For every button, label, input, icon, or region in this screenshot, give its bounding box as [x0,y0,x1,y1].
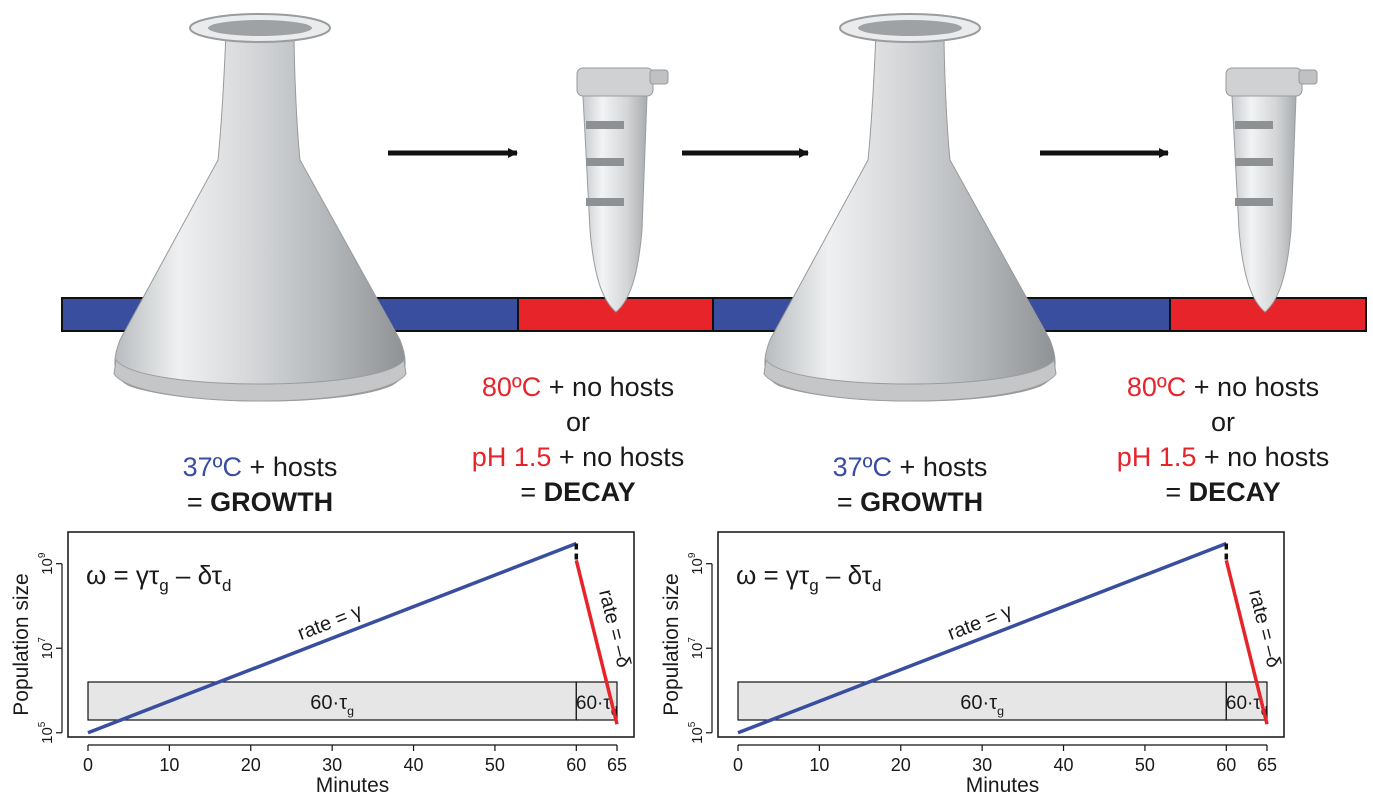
x-tick-label: 0 [733,755,743,775]
decay-temp: 80ºC [481,372,542,402]
growth-word: GROWTH [210,487,334,517]
growth-word: GROWTH [860,487,984,517]
y-tick-label: 107 [687,637,706,660]
x-tick-label: 10 [809,755,829,775]
timeline-decay-2 [1169,297,1367,332]
x-tick-label: 30 [972,755,992,775]
phase-box-label: 60·τg [310,692,354,718]
decay-or: or [565,407,590,437]
x-tick-label: 30 [322,755,342,775]
flask-icon [113,13,407,402]
x-tick-label: 65 [607,755,627,775]
decay-condition-1: + no hosts [1186,372,1320,402]
x-tick-label: 20 [241,755,261,775]
decay-condition-1: + no hosts [541,372,675,402]
flask-icon [763,13,1057,402]
y-axis-label: Population size [10,573,33,715]
x-tick-label: 20 [891,755,911,775]
y-tick-label: 109 [37,552,56,575]
x-axis-label: Minutes [316,774,390,797]
plot-frame [67,531,635,738]
decay-ph: pH 1.5 [1116,442,1197,472]
x-tick-label: 40 [1054,755,1074,775]
decay-line [574,559,619,725]
x-tick-label: 0 [83,755,93,775]
y-tick-label: 105 [687,721,706,744]
decay-ph: pH 1.5 [471,442,552,472]
growth-condition: + hosts [242,452,338,482]
decay-label-1: 80ºC + no hosts or pH 1.5 + no hosts = D… [471,372,685,507]
plot-frame [717,531,1285,738]
x-tick-label: 50 [1135,755,1155,775]
growth-condition: + hosts [892,452,988,482]
decay-word: DECAY [543,477,636,507]
phase-box-label: 60·τg [960,692,1004,718]
growth-temp: 37ºC [832,452,893,482]
decay-or: or [1210,407,1235,437]
y-tick-label: 107 [37,637,56,660]
y-tick-label: 105 [37,721,56,744]
x-axis-label: Minutes [966,774,1040,797]
tube-icon [576,67,669,313]
y-axis-label: Population size [660,573,683,715]
decay-temp: 80ºC [1126,372,1187,402]
x-tick-label: 60 [1216,755,1236,775]
growth-line [737,541,1227,735]
decay-word: DECAY [1188,477,1281,507]
growth-label-2: 37ºC + hosts = GROWTH [832,452,988,517]
decay-line [1224,559,1269,725]
formula: ω = γτg – δτd [86,560,231,595]
x-tick-label: 60 [566,755,586,775]
x-tick-label: 50 [485,755,505,775]
growth-temp: 37ºC [182,452,243,482]
x-tick-label: 10 [159,755,179,775]
y-tick-label: 109 [687,552,706,575]
x-tick-label: 65 [1257,755,1277,775]
growth-label-1: 37ºC + hosts = GROWTH [182,452,338,517]
growth-line [87,541,577,735]
x-tick-label: 40 [404,755,424,775]
decay-label-2: 80ºC + no hosts or pH 1.5 + no hosts = D… [1116,372,1330,507]
decay-condition-2: + no hosts [551,442,685,472]
formula: ω = γτg – δτd [736,560,881,595]
decay-condition-2: + no hosts [1196,442,1330,472]
tube-icon [1225,67,1318,313]
